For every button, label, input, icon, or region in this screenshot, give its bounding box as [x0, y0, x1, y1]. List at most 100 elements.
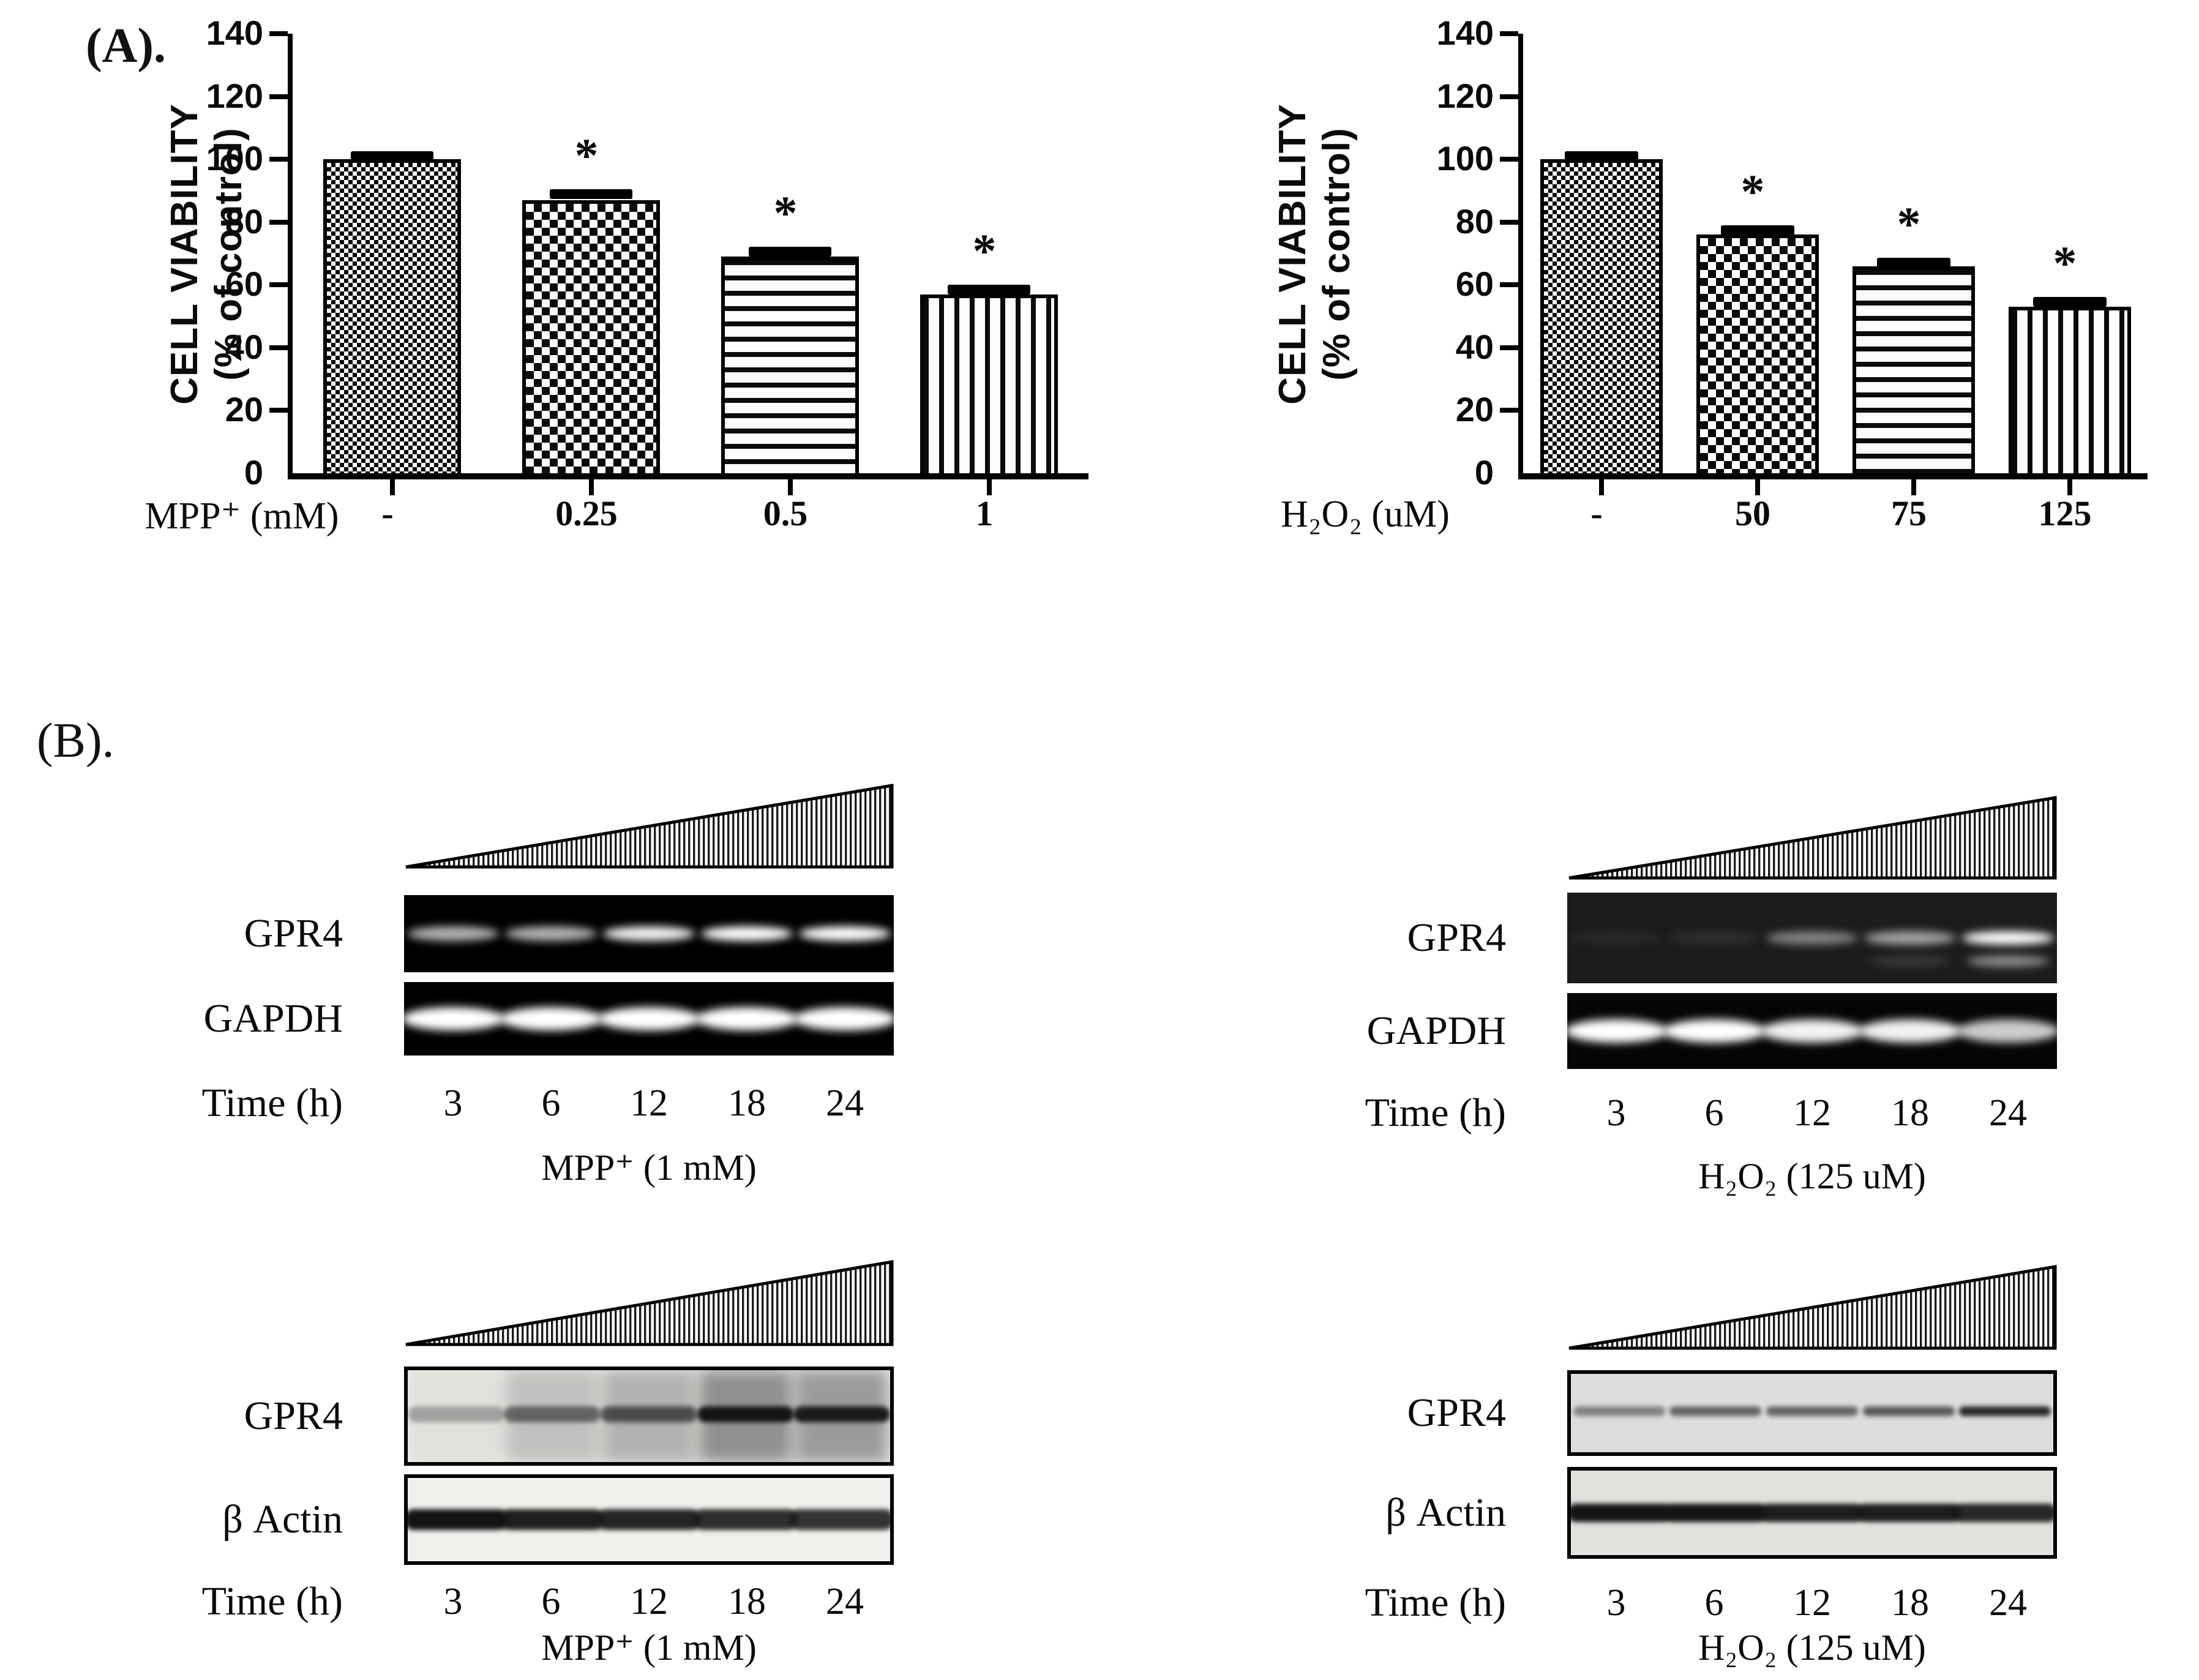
error-bar-cap	[2033, 297, 2107, 307]
x-category-label: -	[1590, 493, 1603, 533]
gel-band	[793, 1406, 890, 1422]
y-tick-label: 0	[244, 453, 263, 492]
gel-band	[407, 926, 499, 941]
gel-band	[790, 1509, 890, 1530]
time-axis-label: Time (h)	[1365, 1090, 1506, 1135]
gel-band	[1953, 1504, 2053, 1522]
y-tick-label: 120	[206, 77, 263, 116]
y-tick-mark	[1500, 408, 1518, 413]
y-tick-label: 40	[225, 328, 263, 367]
timepoint-label: 3	[443, 1581, 463, 1622]
gel-band	[408, 1509, 508, 1530]
x-category-label: 1	[975, 493, 994, 533]
gel-band	[1761, 1019, 1864, 1043]
x-tick-mark	[987, 479, 992, 495]
blot-row-label-gpr4: GPR4	[1407, 1390, 1506, 1435]
timepoint-label: 24	[826, 1581, 864, 1622]
significance-asterisk: *	[773, 186, 798, 239]
pcr-gel-gapdh	[404, 982, 894, 1056]
x-axis-label: H₂O₂ (uM)	[1281, 493, 1450, 535]
x-category-label: 75	[1891, 493, 1927, 533]
pcr-gel-gpr4	[404, 895, 894, 972]
timepoint-label: 12	[1793, 1582, 1831, 1624]
y-tick-label: 40	[1455, 328, 1494, 367]
gel-band	[697, 1406, 794, 1422]
timepoint-label: 12	[630, 1082, 668, 1124]
timepoint-label: 6	[1704, 1582, 1724, 1624]
time-axis-label: Time (h)	[201, 1579, 343, 1624]
gel-band	[793, 1007, 894, 1030]
y-tick-label: 20	[1455, 390, 1494, 429]
y-tick-label: 80	[225, 202, 263, 241]
gel-sub-band	[1966, 956, 2050, 967]
timepoint-label: 12	[630, 1581, 668, 1622]
gel-band	[1571, 1504, 1671, 1522]
y-tick-mark	[269, 157, 288, 162]
x-tick-mark	[589, 479, 594, 495]
timepoint-label: 18	[1891, 1092, 1929, 1134]
y-tick-mark	[1500, 94, 1518, 99]
x-category-label: -	[381, 493, 394, 533]
timepoint-label: 6	[541, 1581, 561, 1622]
gel-band	[501, 1509, 604, 1530]
increasing-time-wedge-icon	[405, 784, 894, 869]
gel-band	[1766, 1406, 1858, 1417]
x-tick-mark	[2067, 479, 2072, 495]
x-tick-mark	[390, 479, 395, 495]
increasing-time-wedge-icon	[1568, 796, 2057, 880]
blot-row-label-gapdh: GAPDH	[203, 996, 343, 1041]
gel-band	[1857, 1504, 1961, 1522]
error-bar-cap	[749, 247, 831, 257]
y-tick-mark	[269, 408, 288, 413]
gel-band	[408, 1406, 504, 1422]
x-tick-mark	[1599, 479, 1604, 495]
bar-series-3	[1852, 266, 1975, 473]
y-tick-label: 20	[225, 390, 263, 429]
gel-band	[500, 1007, 602, 1030]
gel-band	[799, 926, 891, 941]
y-tick-mark	[269, 31, 288, 36]
gel-band	[601, 1406, 697, 1422]
timepoint-label: 12	[1793, 1092, 1831, 1134]
gel-band	[1760, 1504, 1864, 1522]
x-category-label: 0.5	[763, 493, 808, 533]
time-axis-label: Time (h)	[201, 1081, 343, 1125]
y-tick-label: 140	[1436, 13, 1494, 53]
significance-asterisk: *	[1740, 165, 1765, 218]
error-bar-cap	[948, 285, 1030, 294]
timepoint-label: 24	[1989, 1092, 2027, 1134]
pcr-gel-gpr4	[1567, 893, 2057, 983]
y-tick-label: 60	[1455, 264, 1494, 304]
y-tick-mark	[1500, 282, 1518, 287]
gel-band	[1863, 1406, 1955, 1417]
bar-series-3	[721, 257, 859, 473]
x-category-label: 125	[2038, 493, 2092, 533]
error-bar-cap	[550, 189, 632, 199]
treatment-label: MPP⁺ (1 mM)	[541, 1147, 757, 1188]
timepoint-label: 6	[541, 1082, 561, 1124]
bar-series-2	[1696, 234, 1819, 473]
y-tick-mark	[269, 94, 288, 99]
significance-asterisk: *	[1897, 197, 1921, 250]
gel-band	[603, 926, 695, 941]
bar-series-1	[1540, 159, 1663, 473]
gel-band	[1573, 1406, 1665, 1417]
gel-band	[1959, 1406, 2051, 1417]
gel-band	[1663, 1019, 1766, 1043]
error-bar-cap	[351, 151, 433, 161]
treatment-label: H₂O₂ (125 uM)	[1698, 1627, 1926, 1668]
increasing-time-wedge-icon	[1568, 1265, 2057, 1350]
gel-band	[1962, 931, 2054, 945]
treatment-label: H₂O₂ (125 uM)	[1698, 1156, 1926, 1196]
blot-row-label-β-actin: β Actin	[1385, 1490, 1506, 1535]
blot-row-label-β-actin: β Actin	[222, 1497, 343, 1542]
gel-band	[695, 1007, 798, 1030]
timepoint-label: 18	[728, 1581, 766, 1622]
significance-asterisk: *	[972, 224, 997, 277]
increasing-time-wedge-icon	[405, 1260, 894, 1346]
y-axis-label: CELL VIABILITY (% of control)	[163, 103, 250, 405]
timepoint-label: 18	[728, 1082, 766, 1124]
timepoint-label: 6	[1704, 1092, 1724, 1134]
error-bar-cap	[1565, 151, 1638, 161]
y-tick-mark	[1500, 220, 1518, 225]
